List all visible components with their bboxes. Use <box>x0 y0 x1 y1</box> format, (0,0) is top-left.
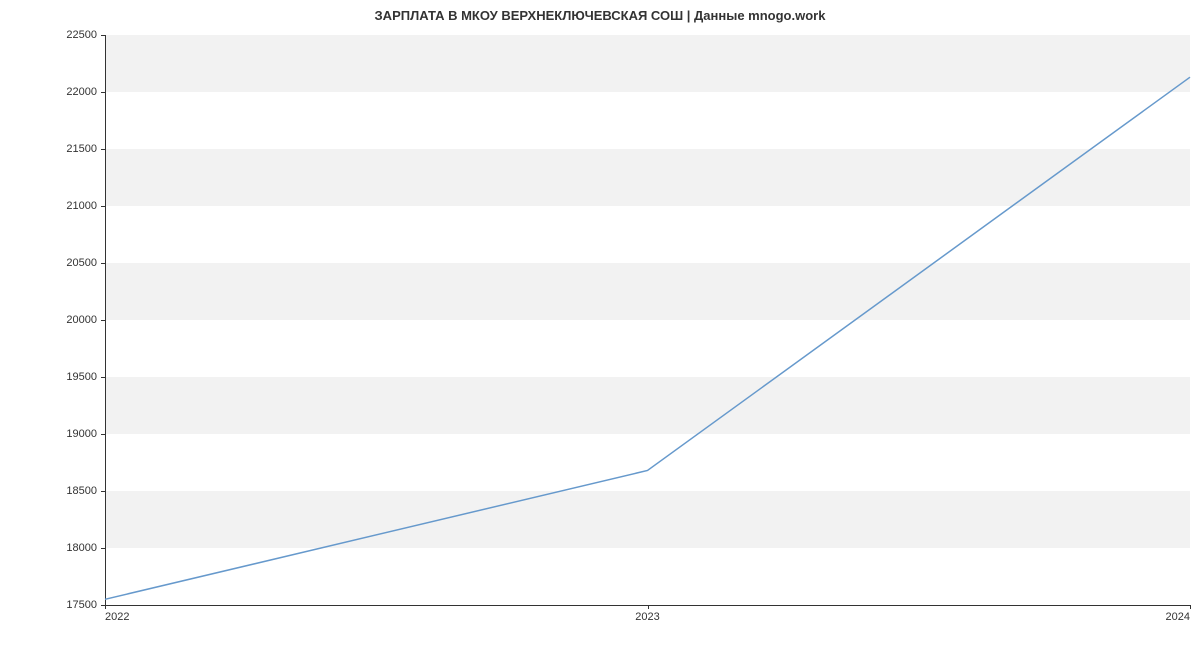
x-tick <box>1190 605 1191 609</box>
y-tick-label: 18000 <box>37 542 97 554</box>
y-tick-label: 21500 <box>37 143 97 155</box>
y-tick-label: 20000 <box>37 314 97 326</box>
y-tick-label: 19000 <box>37 428 97 440</box>
line-layer <box>105 35 1190 605</box>
y-tick-label: 19500 <box>37 371 97 383</box>
x-tick <box>105 605 106 609</box>
x-tick-label: 2023 <box>635 611 659 623</box>
x-tick-label: 2024 <box>1166 611 1190 623</box>
x-tick-label: 2022 <box>105 611 129 623</box>
y-tick-label: 20500 <box>37 257 97 269</box>
plot-area <box>105 35 1190 605</box>
y-tick-label: 21000 <box>37 200 97 212</box>
y-tick-label: 22000 <box>37 86 97 98</box>
chart-title: ЗАРПЛАТА В МКОУ ВЕРХНЕКЛЮЧЕВСКАЯ СОШ | Д… <box>0 8 1200 23</box>
y-tick-label: 22500 <box>37 29 97 41</box>
salary-line-chart: ЗАРПЛАТА В МКОУ ВЕРХНЕКЛЮЧЕВСКАЯ СОШ | Д… <box>0 0 1200 650</box>
y-tick-label: 18500 <box>37 485 97 497</box>
y-tick-label: 17500 <box>37 599 97 611</box>
x-tick <box>648 605 649 609</box>
series-line-salary <box>105 77 1190 599</box>
